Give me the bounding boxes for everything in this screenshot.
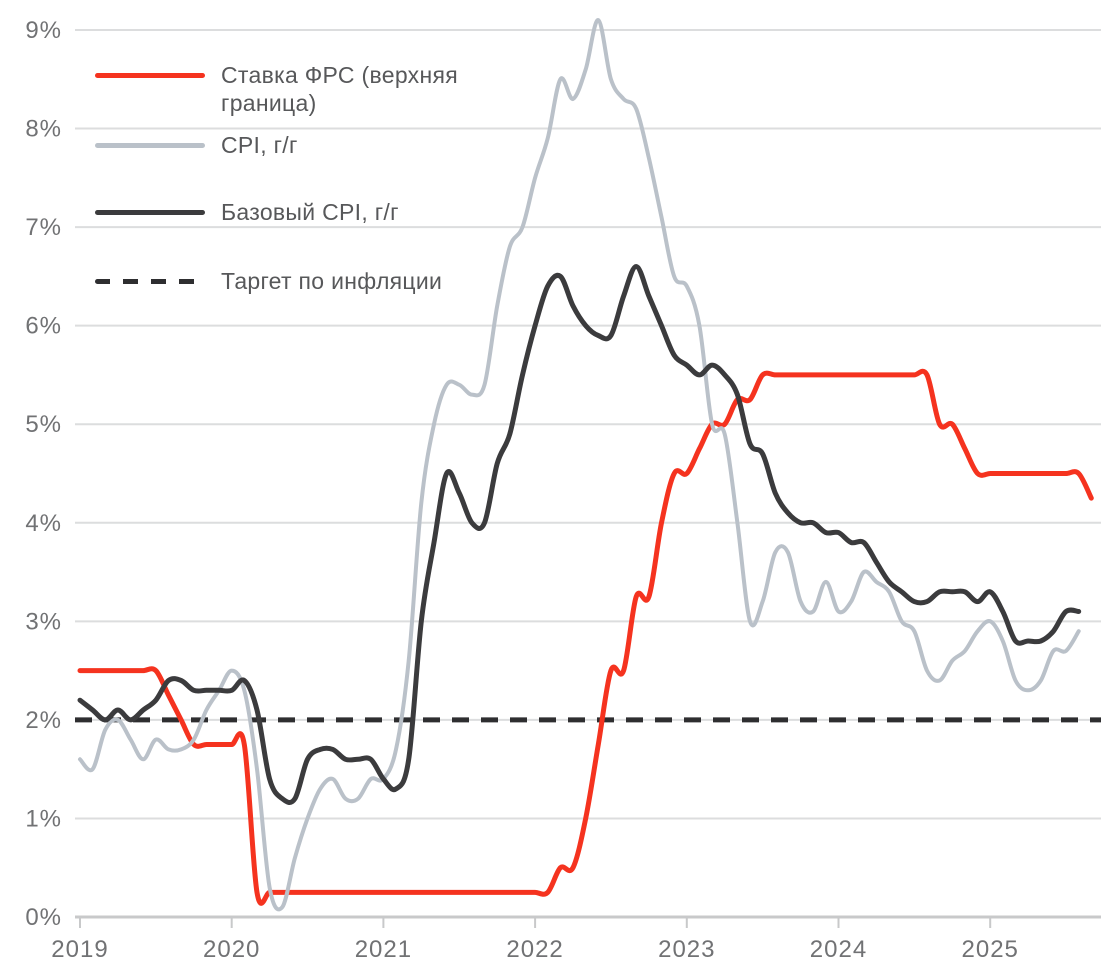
y-axis-label: 2% (25, 707, 62, 734)
legend-item-cpi: CPI, г/г (95, 131, 298, 159)
y-axis-label: 6% (25, 313, 62, 340)
legend-label-core-cpi: Базовый CPI, г/г (221, 199, 399, 225)
legend-swatch-core-cpi (95, 210, 205, 215)
x-axis-label: 2023 (658, 936, 715, 963)
y-axis-label: 9% (25, 17, 62, 44)
legend-item-fed-rate: Ставка ФРС (верхняя граница) (95, 61, 489, 117)
x-axis-label: 2021 (355, 936, 412, 963)
y-axis-label: 0% (25, 904, 62, 931)
legend-swatch-fed-rate (95, 73, 205, 78)
x-axis-label: 2024 (810, 936, 867, 963)
series-line-0 (77, 368, 1094, 906)
y-axis-label: 8% (25, 116, 62, 143)
x-axis-label: 2019 (51, 936, 108, 963)
x-axis-label: 2025 (962, 936, 1019, 963)
series-line-1 (78, 18, 1081, 912)
legend-label-fed-rate: Ставка ФРС (верхняя граница) (221, 62, 458, 116)
legend-item-inflation-target: Таргет по инфляции (95, 267, 442, 295)
legend-label-inflation-target: Таргет по инфляции (221, 268, 443, 294)
x-axis-label: 2020 (203, 936, 260, 963)
y-axis-label: 4% (25, 510, 62, 537)
x-axis-label: 2022 (506, 936, 563, 963)
y-axis-label: 7% (25, 214, 62, 241)
legend-swatch-cpi (95, 143, 205, 148)
series-line-2 (77, 264, 1082, 805)
y-axis-label: 3% (25, 608, 62, 635)
y-axis-label: 1% (25, 805, 62, 832)
legend-label-cpi: CPI, г/г (221, 132, 298, 158)
legend-item-core-cpi: Базовый CPI, г/г (95, 198, 399, 226)
y-axis-label: 5% (25, 411, 62, 438)
legend-swatch-inflation-target (95, 279, 205, 284)
